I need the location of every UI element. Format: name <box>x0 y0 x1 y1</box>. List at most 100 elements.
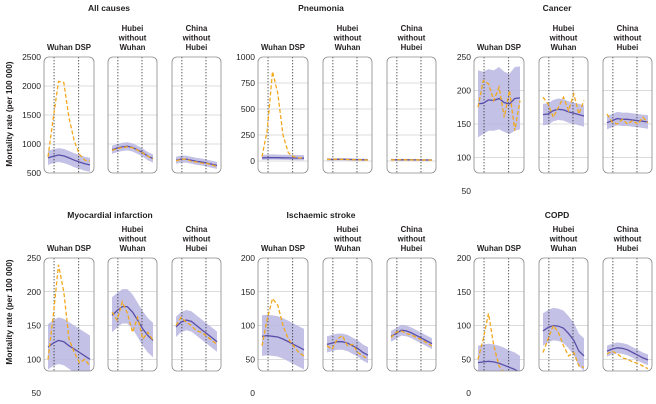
prediction-interval-band <box>262 314 304 370</box>
prediction-interval-band <box>327 333 368 364</box>
predicted-line <box>175 319 218 343</box>
panel-title-line: without <box>182 34 211 43</box>
panel-mi-wuhan-dsp: Wuhan DSP <box>43 244 95 372</box>
panel-title-line: Hubei <box>186 244 208 253</box>
panel-title-line: without <box>118 34 147 43</box>
panel-title-line: without <box>549 235 578 244</box>
panel-title-line: Wuhan DSP <box>261 43 305 52</box>
panel-cancer-wuhan-dsp: Wuhan DSP <box>473 43 525 174</box>
panel-title-line: Wuhan DSP <box>47 244 91 253</box>
y-axis-ticks-pneumonia: 0 250 500 750 1000 <box>236 52 255 166</box>
observed-line <box>326 158 369 161</box>
panel-title-line: Hubei <box>122 24 144 33</box>
y-tick-label: 0 <box>250 156 255 166</box>
panel-frame <box>473 56 525 174</box>
panel-title-line: Wuhan <box>551 244 577 253</box>
panel-title-line: China <box>617 24 639 33</box>
panel-title-line: Wuhan <box>551 43 577 52</box>
y-tick-label: 100 <box>27 354 41 364</box>
y-tick-label: 500 <box>27 168 41 178</box>
predicted-line <box>326 341 369 356</box>
group-pneumonia: Pneumonia 0 250 500 750 1000 Wuhan DSP Hubei… <box>236 3 437 174</box>
panel-frame <box>171 56 222 174</box>
panel-plot-area <box>474 258 524 371</box>
panel-frame <box>322 56 373 174</box>
panel-title-line: without <box>118 235 147 244</box>
y-tick-label: 1000 <box>22 139 41 149</box>
panel-title-line: Hubei <box>186 43 208 52</box>
panel-frame <box>107 257 158 372</box>
y-axis-label-row2: Mortality rate (per 100 000) <box>4 259 14 364</box>
group-all-causes: All causes Mortality rate (per 100 000) … <box>4 3 222 178</box>
panel-title-line: China <box>617 225 639 234</box>
panel-plot-area <box>323 258 372 371</box>
panel-plot-area <box>108 57 157 173</box>
predicted-line <box>606 347 649 361</box>
observed-line <box>175 316 218 345</box>
panel-plot-area <box>108 258 157 371</box>
panel-title-line: China <box>401 225 423 234</box>
panel-title-line: Wuhan DSP <box>261 244 305 253</box>
panel-title-line: Wuhan <box>335 43 361 52</box>
panel-plot-area <box>539 57 588 173</box>
y-tick-label: 1000 <box>236 52 255 62</box>
panel-plot-area <box>44 258 94 371</box>
y-axis-ticks-ischaemic-stroke: 0 50 100 150 200 <box>241 253 255 398</box>
observed-line <box>542 324 585 369</box>
observed-line <box>175 158 218 168</box>
prediction-interval-band <box>112 289 153 358</box>
y-tick-label: 50 <box>246 354 256 364</box>
panel-frame <box>171 257 222 372</box>
y-tick-label: 750 <box>241 78 255 88</box>
y-axis-ticks-all-causes: 500 1000 1500 2000 2500 <box>22 52 41 178</box>
panel-all-causes-wuhan-dsp: Wuhan DSP <box>43 43 95 174</box>
observed-line <box>261 71 305 160</box>
y-tick-label: 150 <box>241 287 255 297</box>
observed-line <box>47 264 91 367</box>
panel-pneumonia-wuhan-dsp: Wuhan DSP <box>257 43 309 174</box>
panel-title-line: without <box>333 235 362 244</box>
panel-title-line: Wuhan DSP <box>477 244 521 253</box>
y-axis-ticks-cancer: 50 100 150 200 250 <box>457 52 471 196</box>
panel-title-line: without <box>613 235 642 244</box>
predicted-line <box>47 339 91 360</box>
observed-line <box>390 158 433 161</box>
panel-title-line: Hubei <box>553 24 575 33</box>
y-tick-label: 100 <box>457 153 471 163</box>
predicted-line <box>542 324 585 357</box>
y-tick-label: 500 <box>241 104 255 114</box>
predicted-line <box>261 334 305 351</box>
panel-plot-area <box>323 57 372 173</box>
panel-title-line: Hubei <box>337 225 359 234</box>
panel-plot-area <box>603 258 652 371</box>
panel-title-line: China <box>186 225 208 234</box>
predicted-line <box>542 108 585 117</box>
observed-line <box>606 350 649 370</box>
panel-plot-area <box>258 57 308 173</box>
panel-title-line: Hubei <box>617 244 639 253</box>
panel-copd-wuhan-dsp: Wuhan DSP <box>473 244 525 372</box>
panel-frame <box>386 257 437 372</box>
observed-line <box>111 146 154 160</box>
panel-title-line: without <box>182 235 211 244</box>
y-tick-label: 100 <box>241 321 255 331</box>
panel-frame <box>538 257 589 372</box>
panel-stroke-wuhan-dsp: Wuhan DSP <box>257 244 309 372</box>
observed-line <box>326 334 369 360</box>
prediction-interval-band <box>48 148 90 172</box>
group-title-myocardial-infarction: Myocardial infarction <box>67 210 153 220</box>
panel-title-line: Wuhan DSP <box>477 43 521 52</box>
panel-title-line: Hubei <box>122 225 144 234</box>
panel-frame <box>43 257 95 372</box>
